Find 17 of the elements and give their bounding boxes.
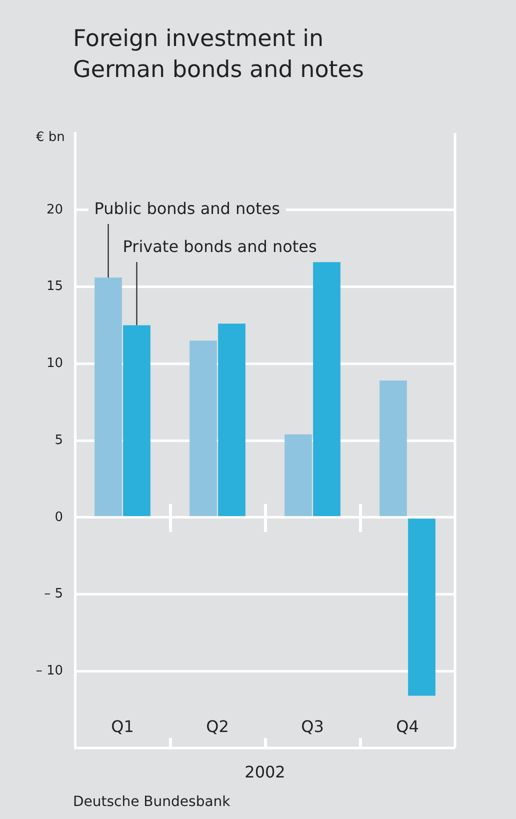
y-tick-label: 5: [54, 432, 63, 448]
y-tick-label: 10: [46, 356, 63, 371]
y-tick-label: – 5: [44, 586, 63, 602]
y-axis-title: € bn: [36, 130, 65, 145]
x-tick-label: Q4: [396, 717, 419, 736]
chart-title: Foreign investment in German bonds and notes: [73, 25, 365, 85]
x-tick-label: Q1: [111, 717, 134, 736]
x-axis-title: 2002: [244, 762, 286, 782]
y-tick-label: 15: [46, 279, 63, 294]
y-tick-label: 0: [54, 510, 63, 525]
text: Deutsche Bundesbank: [73, 794, 230, 810]
y-tick-label: 20: [46, 202, 63, 218]
text: Public bonds and notes: [94, 199, 280, 218]
y-tick-label: – 10: [36, 664, 63, 678]
series-label: Private bonds and notes: [122, 237, 317, 256]
x-tick-label: Q2: [206, 717, 229, 736]
x-tick-label: Q3: [301, 717, 324, 736]
